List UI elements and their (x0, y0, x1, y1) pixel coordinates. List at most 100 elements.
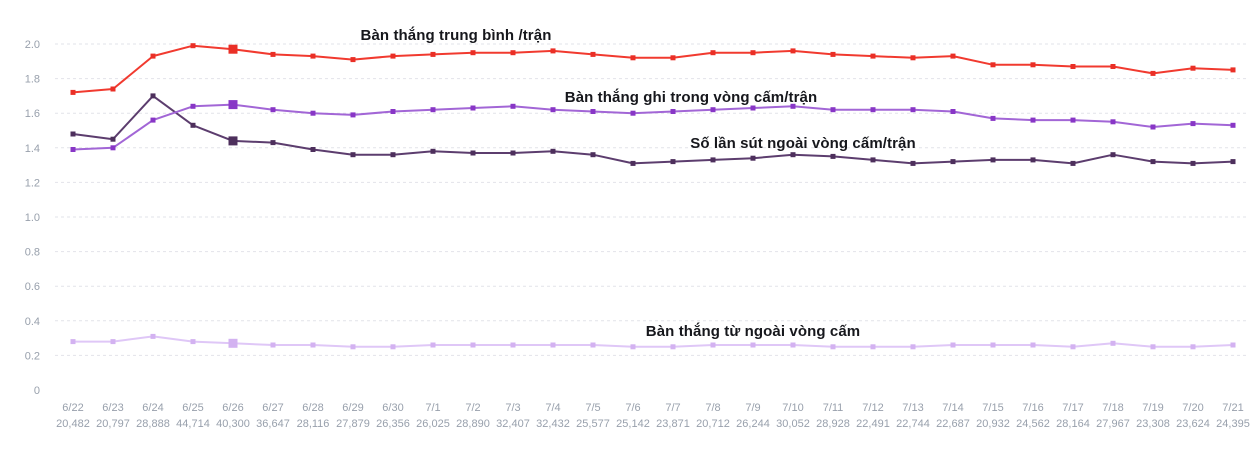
data-point[interactable] (1190, 344, 1196, 350)
data-point[interactable] (350, 344, 356, 350)
data-point[interactable] (1070, 64, 1076, 69)
data-point[interactable] (390, 152, 396, 158)
data-point[interactable] (990, 342, 996, 348)
data-point[interactable] (550, 107, 556, 113)
data-point[interactable] (270, 140, 276, 146)
data-point[interactable] (310, 342, 316, 348)
data-point[interactable] (310, 147, 316, 152)
data-point[interactable] (990, 157, 996, 163)
data-point[interactable] (910, 160, 916, 166)
data-point[interactable] (110, 136, 116, 142)
data-point[interactable] (270, 51, 276, 57)
data-point[interactable] (790, 48, 796, 54)
data-point[interactable] (950, 53, 956, 59)
data-point[interactable] (70, 339, 76, 345)
data-point[interactable] (870, 53, 876, 59)
data-point[interactable] (590, 51, 596, 57)
data-point[interactable] (150, 93, 156, 99)
data-point[interactable] (870, 344, 876, 350)
data-point[interactable] (310, 53, 316, 59)
data-point[interactable] (70, 89, 76, 95)
data-point[interactable] (670, 344, 676, 350)
data-point[interactable] (710, 107, 716, 113)
data-point[interactable] (430, 148, 436, 154)
data-point[interactable] (950, 342, 956, 348)
data-point[interactable] (870, 157, 876, 163)
data-point[interactable] (830, 344, 836, 350)
data-point[interactable] (470, 50, 476, 56)
data-point[interactable] (830, 51, 836, 57)
data-point[interactable] (270, 107, 276, 113)
data-point[interactable] (510, 103, 516, 109)
data-point[interactable] (1190, 65, 1196, 71)
data-point[interactable] (750, 155, 756, 161)
data-point[interactable] (510, 342, 516, 348)
data-point[interactable] (1030, 62, 1036, 68)
data-point[interactable] (1150, 159, 1156, 165)
data-point[interactable] (1030, 157, 1036, 163)
data-point[interactable] (1150, 344, 1156, 350)
data-point[interactable] (1190, 160, 1196, 166)
data-point[interactable] (590, 342, 596, 348)
data-point[interactable] (1230, 159, 1236, 165)
data-point[interactable] (550, 148, 556, 154)
data-point[interactable] (150, 53, 156, 59)
data-point[interactable] (990, 62, 996, 68)
data-point[interactable] (110, 339, 116, 345)
data-point[interactable] (350, 152, 356, 158)
data-point[interactable] (830, 153, 836, 159)
data-point[interactable] (430, 342, 436, 348)
data-point[interactable] (910, 344, 916, 350)
data-point[interactable] (70, 131, 76, 137)
data-point-highlighted[interactable] (228, 338, 238, 348)
data-point[interactable] (1030, 342, 1036, 348)
data-point[interactable] (910, 107, 916, 113)
data-point[interactable] (750, 50, 756, 56)
data-point[interactable] (1150, 124, 1156, 130)
data-point[interactable] (110, 145, 116, 151)
data-point[interactable] (270, 342, 276, 348)
data-point[interactable] (470, 105, 476, 111)
data-point[interactable] (550, 342, 556, 348)
data-point[interactable] (510, 50, 516, 56)
data-point[interactable] (790, 103, 796, 109)
data-point[interactable] (1110, 119, 1116, 125)
data-point[interactable] (1070, 117, 1076, 123)
data-point[interactable] (590, 152, 596, 158)
data-point[interactable] (1230, 67, 1236, 73)
data-point[interactable] (710, 157, 716, 163)
data-point[interactable] (790, 342, 796, 348)
data-point[interactable] (870, 107, 876, 113)
data-point-highlighted[interactable] (228, 136, 238, 146)
data-point[interactable] (190, 122, 196, 128)
data-point[interactable] (710, 342, 716, 348)
data-point[interactable] (630, 160, 636, 166)
data-point[interactable] (670, 109, 676, 114)
data-point[interactable] (1150, 70, 1156, 76)
data-point[interactable] (830, 107, 836, 113)
data-point[interactable] (390, 109, 396, 114)
data-point[interactable] (190, 43, 196, 49)
data-point[interactable] (510, 150, 516, 156)
data-point[interactable] (630, 55, 636, 61)
data-point[interactable] (950, 109, 956, 114)
data-point[interactable] (390, 344, 396, 350)
data-point[interactable] (1110, 340, 1116, 346)
data-point[interactable] (1230, 122, 1236, 128)
data-point[interactable] (1070, 160, 1076, 166)
data-point[interactable] (1070, 344, 1076, 350)
data-point[interactable] (1110, 152, 1116, 158)
data-point-highlighted[interactable] (228, 100, 238, 110)
data-point[interactable] (670, 55, 676, 61)
data-point[interactable] (630, 110, 636, 116)
data-point[interactable] (350, 57, 356, 63)
data-point[interactable] (550, 48, 556, 54)
data-point[interactable] (1190, 121, 1196, 127)
data-point[interactable] (110, 86, 116, 92)
data-point[interactable] (190, 339, 196, 345)
data-point[interactable] (310, 110, 316, 116)
data-point[interactable] (150, 117, 156, 123)
data-point[interactable] (350, 112, 356, 118)
data-point[interactable] (630, 344, 636, 350)
